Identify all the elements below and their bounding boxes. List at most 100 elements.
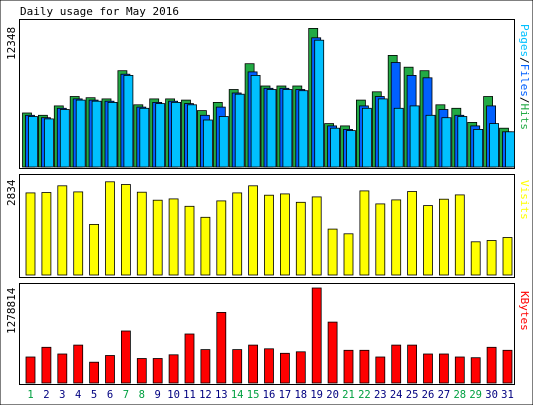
kbytes-bar [438,353,449,384]
day-label: 7 [123,389,129,401]
visits-bar [121,184,131,276]
kbytes-bar [248,344,259,384]
chart-title: Daily usage for May 2016 [20,5,179,18]
day-labels: 1 2 3 4 5 6 7 8 9 10 11 12 13 14 15 16 17 18 19 20 21 22 23 24 2… [27,389,513,401]
pages-bar [187,104,197,168]
legend-separator: / [518,97,531,104]
pages-bar [473,128,484,168]
visits-bar [232,192,243,276]
pages-bar [393,107,404,168]
kbytes-bar [423,353,433,384]
kbytes-right-label: KBytes [518,291,531,331]
day-label: 3 [59,389,65,401]
day-label: 23 [374,389,387,401]
kbytes-bar [327,321,338,384]
day-label: 26 [422,389,435,401]
pages-bar [59,109,70,168]
visits-bar [73,191,84,276]
hits-legend-label: Hits [518,104,531,131]
kbytes-bar [343,349,354,384]
visits-bar [25,192,36,276]
pages-bar [489,123,500,168]
day-label: 13 [215,389,228,401]
day-label: 19 [310,389,323,401]
pages-bar [425,114,436,168]
visits-bar [168,198,179,276]
day-label: 2 [43,389,49,401]
day-label: 28 [453,389,466,401]
day-label: 30 [485,389,498,401]
day-label: 10 [167,389,180,401]
day-label: 6 [107,389,113,401]
kbytes-bar [486,346,497,384]
pages-bar [505,131,515,168]
day-label: 20 [326,389,339,401]
day-label: 18 [294,389,307,401]
pages-bar [139,107,150,168]
visits-bar [311,196,322,276]
pages-bar [314,39,325,168]
visits-bar [486,240,497,276]
kbytes-bar [25,356,36,384]
visits-bar [423,205,433,276]
pages-bar [202,119,213,168]
kbytes-bar [470,357,481,384]
pages-bar [155,103,166,168]
visits-bar [152,199,163,276]
kbytes-bar [168,354,179,384]
kbytes-bar [121,330,131,384]
visits-bar [343,233,354,276]
kbytes-bar [502,349,513,384]
visits-bar [438,198,449,276]
visits-bar [279,193,290,276]
kbytes-panel: 1278814 KBytes [5,283,531,385]
day-label: 15 [247,389,260,401]
kbytes-bar [264,348,274,384]
day-label: 29 [469,389,482,401]
day-label: 8 [139,389,145,401]
kbytes-ymax-label: 1278814 [5,287,18,334]
kbytes-bar [152,358,163,384]
pages-bar [346,130,356,168]
kbytes-bar [454,356,465,384]
day-label: 27 [438,389,451,401]
pages-bar [266,89,277,168]
pages-bar [234,93,245,168]
kbytes-bar [279,352,290,384]
visits-bar [327,228,338,276]
pages-bar [250,75,261,168]
day-label: 22 [358,389,371,401]
kbytes-bar [375,356,386,384]
visits-bar [89,223,99,276]
day-label: 24 [390,389,403,401]
visits-bar [57,185,68,276]
day-label: 25 [406,389,419,401]
kbytes-bar [41,346,52,384]
visits-bar [295,201,306,276]
visits-bar [200,216,211,276]
legend-separator: / [518,57,531,64]
pages-bar [441,117,452,168]
day-label: 12 [199,389,212,401]
pages-bar [298,90,309,168]
pages-bar [409,105,420,168]
pages-bar [123,75,134,168]
visits-bars [25,181,513,276]
kbytes-bar [136,358,147,384]
kbytes-bar [311,287,322,384]
kbytes-bar [105,355,115,384]
visits-bar [105,181,115,276]
pages-bar [218,116,229,168]
pages-bar [457,116,468,168]
kbytes-bar [184,333,195,384]
pages-bar [330,127,341,168]
day-label: 16 [263,389,276,401]
visits-bar [248,185,259,276]
kbytes-bar [232,349,243,384]
day-label: 14 [231,389,244,401]
visits-panel: 2834 Visits [5,174,531,278]
visits-bar [264,194,274,276]
pages-legend-label: Pages [518,24,531,57]
day-label: 31 [501,389,514,401]
